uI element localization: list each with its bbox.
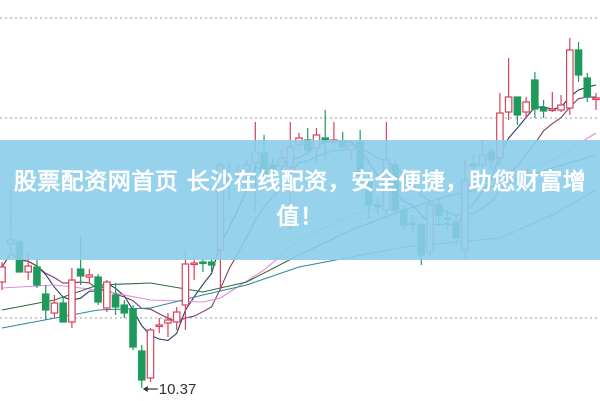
candle-body <box>181 263 190 306</box>
candle-up <box>190 260 198 280</box>
candle-up <box>155 318 164 333</box>
candle-down <box>129 305 137 350</box>
candle-body <box>539 107 548 112</box>
candle-up <box>565 38 574 115</box>
candle-body <box>592 97 600 101</box>
candle-body <box>103 281 111 309</box>
candle-body <box>207 261 216 266</box>
candle-up <box>0 262 6 290</box>
low-price-marker: 10.37 <box>142 381 197 398</box>
candle-down <box>41 285 50 320</box>
low-arrow-head-icon <box>142 386 148 392</box>
candle-body <box>137 350 146 381</box>
candle-up <box>146 328 155 382</box>
candle-down <box>574 42 583 82</box>
candle-body <box>59 302 67 323</box>
candle-body <box>155 324 164 328</box>
candle-body <box>513 96 522 116</box>
candle-body <box>557 104 565 111</box>
candle-down <box>513 96 522 125</box>
candle-body <box>565 49 574 109</box>
candle-body <box>24 265 33 273</box>
candle-down <box>137 345 146 388</box>
candle-body <box>190 262 198 266</box>
candle-up <box>85 269 94 283</box>
candle-up <box>557 95 565 112</box>
candle-up <box>181 250 190 330</box>
candle-body <box>172 311 181 323</box>
candle-up <box>68 268 76 328</box>
candle-body <box>68 279 76 323</box>
candle-up <box>164 313 172 337</box>
candle-down <box>120 300 129 318</box>
low-price-label: 10.37 <box>159 381 197 398</box>
candle-body <box>522 101 530 113</box>
candle-up <box>522 97 530 118</box>
candle-body <box>548 108 557 112</box>
candle-body <box>76 268 85 277</box>
candle-down <box>583 73 592 102</box>
banner-text: 股票配资网首页 长沙在线配资，安全便捷，助您财富增值！ <box>13 169 587 230</box>
candle-body <box>583 77 592 98</box>
candle-body <box>129 308 137 348</box>
candle-up <box>172 307 181 330</box>
candle-body <box>33 266 41 286</box>
candle-down <box>531 72 539 118</box>
candle-up <box>592 93 600 110</box>
candle-down <box>33 260 41 288</box>
candle-down <box>94 274 102 305</box>
candle-body <box>120 304 129 314</box>
candle-body <box>0 266 6 283</box>
candle-down <box>539 100 548 118</box>
candle-body <box>199 261 207 265</box>
candle-up <box>50 295 59 318</box>
candle-down <box>111 283 120 315</box>
candle-down <box>59 297 67 323</box>
candle-down <box>199 258 207 272</box>
candle-body <box>41 293 50 311</box>
candle-body <box>574 49 583 76</box>
candle-body <box>164 319 172 324</box>
candle-body <box>531 79 539 110</box>
candle-body <box>111 294 120 308</box>
candle-up <box>103 280 111 312</box>
promo-banner: 股票配资网首页 长沙在线配资，安全便捷，助您财富增值！ <box>0 140 600 260</box>
candle-body <box>94 276 102 303</box>
candle-up <box>504 58 513 120</box>
candle-down <box>207 258 216 273</box>
candle-body <box>85 274 94 278</box>
candle-up <box>548 92 557 112</box>
candle-body <box>146 329 155 379</box>
candle-body <box>50 302 59 314</box>
candle-body <box>504 96 513 113</box>
